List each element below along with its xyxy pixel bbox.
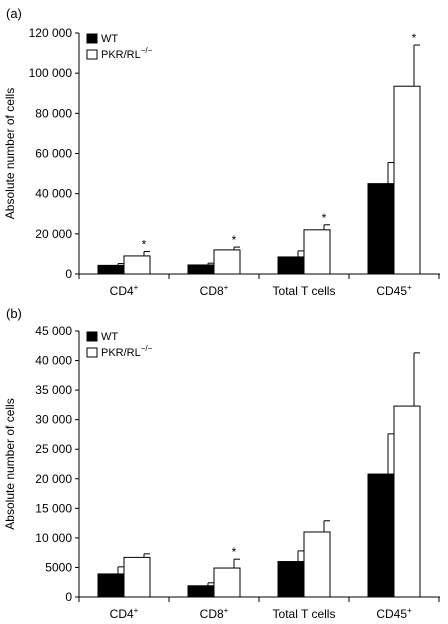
bar-pkrrl-0: [123, 255, 151, 275]
legend-label: WT: [101, 331, 118, 343]
category-label: Total T cells: [273, 607, 336, 621]
y-tick-label: 120 000: [29, 26, 73, 40]
bar-wt-0: [97, 573, 125, 598]
category-label: CD4+: [110, 283, 139, 298]
chart-panel-a: (a) Absolute number of cells 0 20 000 40 000…: [3, 6, 440, 298]
legend-swatch: [86, 331, 98, 342]
y-tick-label: 5000: [45, 560, 72, 574]
chart-panel-b: (b) Absolute number of cells 0 5000 10 000 15…: [3, 306, 440, 621]
legend-swatch: [86, 33, 98, 44]
bar-wt-2: [277, 561, 305, 598]
category-label: CD8+: [200, 283, 229, 298]
significance-star: *: [142, 238, 147, 252]
bar-pkrrl-0: [123, 556, 151, 598]
bar-wt-1: [187, 264, 215, 275]
category-label: Total T cells: [273, 284, 336, 298]
y-tick-label: 10 000: [35, 531, 72, 545]
category-label: CD4+: [110, 606, 139, 621]
y-axis-title: Absolute number of cells: [3, 398, 17, 529]
category-label: CD45+: [376, 283, 412, 298]
y-tick-label: 15 000: [35, 501, 72, 515]
category-label: CD8+: [200, 606, 229, 621]
bar-pkrrl-3: [393, 85, 421, 275]
y-axis-title: Absolute number of cells: [3, 88, 17, 219]
significance-star: *: [232, 545, 237, 559]
y-tick-label: 0: [65, 590, 72, 604]
y-tick-label: 20 000: [35, 472, 72, 486]
bar-pkrrl-2: [303, 531, 331, 598]
significance-star: *: [232, 233, 237, 247]
bar-pkrrl-1: [213, 249, 241, 275]
panel-label: (b): [6, 306, 22, 321]
y-tick-label: 30 000: [35, 413, 72, 427]
legend-swatch: [86, 49, 98, 60]
bar-pkrrl-1: [213, 567, 241, 598]
y-tick-label: 40 000: [35, 187, 72, 201]
y-tick-label: 80 000: [35, 106, 72, 120]
bar-wt-0: [97, 264, 125, 275]
bar-pkrrl-3: [393, 405, 421, 598]
bar-pkrrl-2: [303, 229, 331, 275]
y-tick-label: 40 000: [35, 354, 72, 368]
y-tick-label: 60 000: [35, 147, 72, 161]
significance-star: *: [322, 211, 327, 225]
bar-wt-2: [277, 256, 305, 275]
legend-label: PKR/RL−/−: [101, 344, 153, 359]
y-tick-label: 100 000: [29, 66, 73, 80]
y-tick-label: 35 000: [35, 383, 72, 397]
legend-label: WT: [101, 33, 118, 45]
bar-wt-1: [187, 585, 215, 598]
significance-star: *: [412, 31, 417, 45]
category-label: CD45+: [376, 606, 412, 621]
y-tick-label: 20 000: [35, 227, 72, 241]
bar-wt-3: [367, 473, 395, 598]
panel-label: (a): [6, 6, 22, 21]
legend-swatch: [86, 347, 98, 358]
y-tick-label: 0: [65, 267, 72, 281]
legend-label: PKR/RL−/−: [101, 46, 153, 61]
bar-wt-3: [367, 183, 395, 275]
y-tick-label: 45 000: [35, 324, 72, 338]
y-tick-label: 25 000: [35, 442, 72, 456]
